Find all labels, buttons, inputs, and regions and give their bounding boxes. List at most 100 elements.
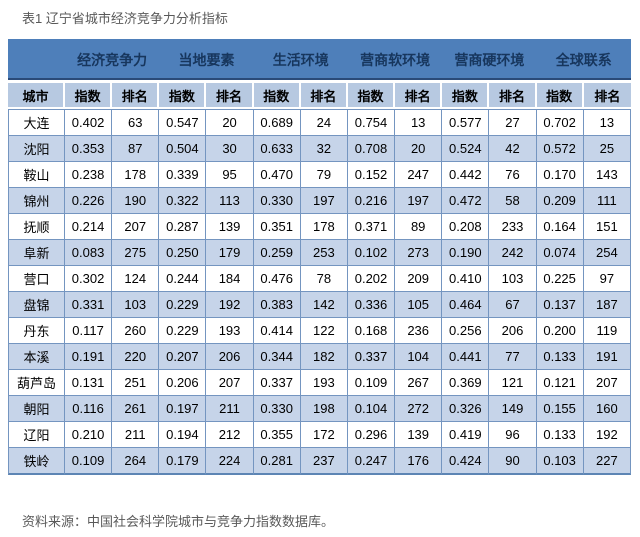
table-row: 朝阳 0.116 261 0.197 211 0.330 198 0.104 272 0.326 1… (8, 396, 631, 422)
index-value-cell: 0.441 (442, 344, 490, 370)
rank-value-cell: 187 (583, 292, 631, 318)
rank-column-header: 排名 (395, 83, 443, 109)
table-row: 沈阳 0.353 87 0.504 30 0.633 32 0.708 20 0.524 42 0.5… (8, 136, 631, 162)
index-value-cell: 0.216 (347, 188, 396, 214)
index-value-cell: 0.208 (442, 214, 490, 240)
rank-value-cell: 97 (583, 266, 631, 292)
index-value-cell: 0.164 (536, 214, 584, 240)
index-value-cell: 0.121 (536, 370, 584, 396)
index-value-cell: 0.109 (347, 370, 396, 396)
rank-value-cell: 139 (395, 422, 443, 448)
index-value-cell: 0.572 (536, 136, 584, 162)
index-value-cell: 0.419 (442, 422, 490, 448)
rank-value-cell: 197 (395, 188, 443, 214)
index-value-cell: 0.296 (347, 422, 396, 448)
rank-value-cell: 119 (583, 318, 631, 344)
group-header-row: 经济竞争力 当地要素 生活环境 营商软环境 营商硬环境 全球联系 (8, 39, 631, 83)
source-note: 资料来源：中国社会科学院城市与竞争力指数数据库。 (22, 514, 335, 529)
index-value-cell: 0.330 (253, 396, 301, 422)
rank-value-cell: 184 (206, 266, 254, 292)
city-column-header: 城市 (8, 83, 65, 109)
index-value-cell: 0.197 (159, 396, 207, 422)
rank-value-cell: 182 (300, 344, 348, 370)
rank-value-cell: 24 (300, 109, 348, 136)
rank-value-cell: 96 (489, 422, 537, 448)
rank-value-cell: 273 (395, 240, 443, 266)
rank-column-header: 排名 (206, 83, 254, 109)
rank-value-cell: 25 (583, 136, 631, 162)
rank-value-cell: 111 (583, 188, 631, 214)
city-cell: 本溪 (8, 344, 65, 370)
rank-value-cell: 209 (395, 266, 443, 292)
index-value-cell: 0.133 (536, 344, 584, 370)
rank-value-cell: 160 (583, 396, 631, 422)
index-value-cell: 0.214 (65, 214, 113, 240)
index-value-cell: 0.754 (347, 109, 396, 136)
rank-value-cell: 237 (300, 448, 348, 475)
rank-value-cell: 251 (112, 370, 160, 396)
table-row: 丹东 0.117 260 0.229 193 0.414 122 0.168 236 0.256 2… (8, 318, 631, 344)
rank-column-header: 排名 (300, 83, 348, 109)
index-value-cell: 0.326 (442, 396, 490, 422)
rank-value-cell: 78 (300, 266, 348, 292)
group-header-cell: 全球联系 (536, 39, 631, 83)
rank-value-cell: 103 (112, 292, 160, 318)
index-value-cell: 0.131 (65, 370, 113, 396)
rank-value-cell: 220 (112, 344, 160, 370)
index-value-cell: 0.371 (347, 214, 396, 240)
index-value-cell: 0.330 (253, 188, 301, 214)
index-value-cell: 0.104 (347, 396, 396, 422)
index-value-cell: 0.464 (442, 292, 490, 318)
group-header-cell: 营商软环境 (347, 39, 443, 83)
rank-column-header: 排名 (583, 83, 631, 109)
rank-value-cell: 272 (395, 396, 443, 422)
index-value-cell: 0.168 (347, 318, 396, 344)
rank-value-cell: 90 (489, 448, 537, 475)
rank-value-cell: 103 (489, 266, 537, 292)
rank-value-cell: 143 (583, 162, 631, 188)
rank-column-header: 排名 (112, 83, 160, 109)
rank-value-cell: 13 (395, 109, 443, 136)
rank-value-cell: 32 (300, 136, 348, 162)
group-header-cell: 营商硬环境 (442, 39, 537, 83)
rank-value-cell: 179 (206, 240, 254, 266)
rank-value-cell: 206 (489, 318, 537, 344)
index-value-cell: 0.547 (159, 109, 207, 136)
rank-value-cell: 254 (583, 240, 631, 266)
rank-value-cell: 67 (489, 292, 537, 318)
rank-value-cell: 207 (206, 370, 254, 396)
rank-value-cell: 13 (583, 109, 631, 136)
index-value-cell: 0.524 (442, 136, 490, 162)
index-value-cell: 0.281 (253, 448, 301, 475)
index-value-cell: 0.351 (253, 214, 301, 240)
city-cell: 辽阳 (8, 422, 65, 448)
rank-value-cell: 227 (583, 448, 631, 475)
table-row: 抚顺 0.214 207 0.287 139 0.351 178 0.371 89 0.208 23… (8, 214, 631, 240)
index-value-cell: 0.250 (159, 240, 207, 266)
index-value-cell: 0.137 (536, 292, 584, 318)
rank-value-cell: 197 (300, 188, 348, 214)
index-value-cell: 0.116 (65, 396, 113, 422)
rank-value-cell: 89 (395, 214, 443, 240)
rank-value-cell: 247 (395, 162, 443, 188)
index-value-cell: 0.117 (65, 318, 113, 344)
rank-value-cell: 27 (489, 109, 537, 136)
table-row: 铁岭 0.109 264 0.179 224 0.281 237 0.247 176 0.424 9… (8, 448, 631, 475)
rank-value-cell: 95 (206, 162, 254, 188)
rank-value-cell: 253 (300, 240, 348, 266)
index-value-cell: 0.207 (159, 344, 207, 370)
index-value-cell: 0.633 (253, 136, 301, 162)
rank-value-cell: 198 (300, 396, 348, 422)
city-cell: 抚顺 (8, 214, 65, 240)
index-value-cell: 0.194 (159, 422, 207, 448)
rank-value-cell: 242 (489, 240, 537, 266)
index-value-cell: 0.256 (442, 318, 490, 344)
page: 表1 辽宁省城市经济竞争力分析指标 经济竞争力 当地要素 生活环境 营商软环境 营商硬环… (0, 10, 640, 537)
rank-value-cell: 30 (206, 136, 254, 162)
rank-value-cell: 193 (206, 318, 254, 344)
index-value-cell: 0.383 (253, 292, 301, 318)
index-value-cell: 0.102 (347, 240, 396, 266)
rank-value-cell: 149 (489, 396, 537, 422)
rank-value-cell: 87 (112, 136, 160, 162)
index-value-cell: 0.109 (65, 448, 113, 475)
